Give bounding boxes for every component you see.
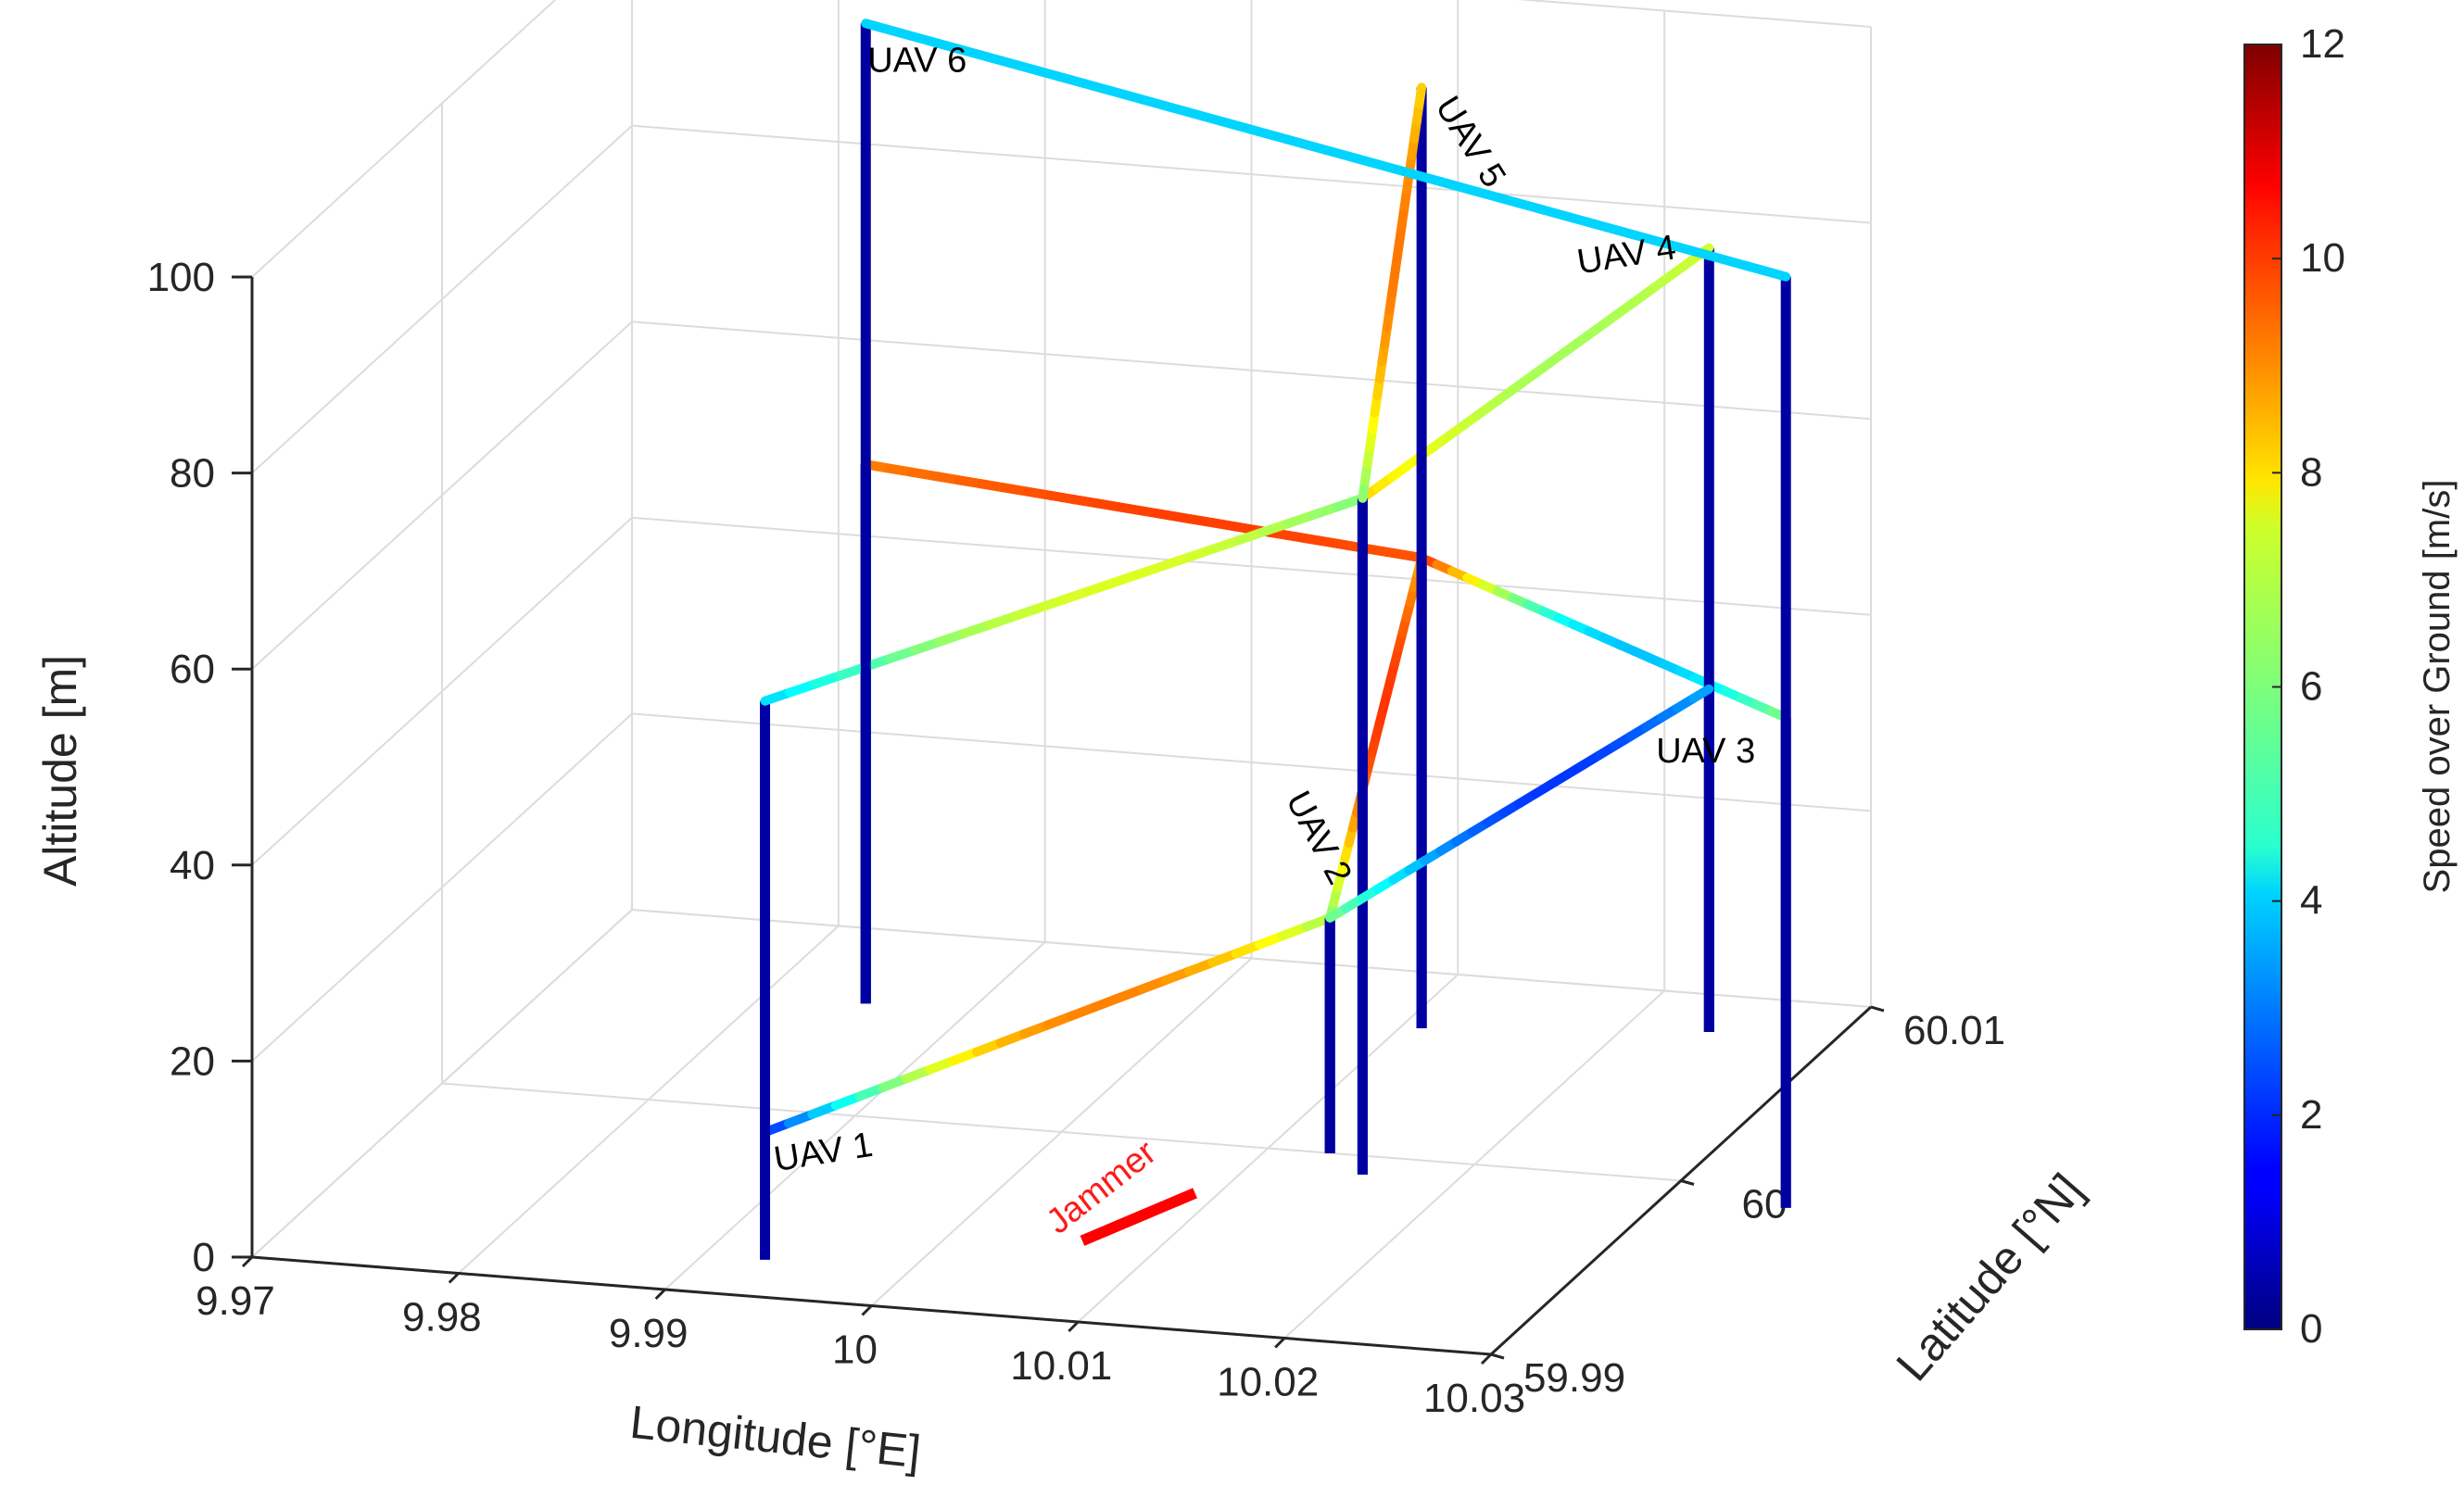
jammer-marker: [1080, 1188, 1197, 1246]
x-tick-mark: [1274, 1337, 1286, 1349]
z-tick-label: 40: [170, 843, 215, 888]
back-wall-grid-line: [631, 909, 1872, 1008]
trajectory-segment: [1742, 261, 1791, 282]
trajectory-segment: [1283, 134, 1331, 155]
x-tick-label: 10.01: [1010, 1343, 1112, 1389]
trajectory-segment: [1435, 177, 1485, 197]
z-tick-label: 20: [170, 1038, 215, 1084]
back-wall-grid-line: [631, 516, 1872, 616]
x-tick-label: 9.98: [402, 1295, 482, 1340]
side-wall-grid-line: [251, 124, 633, 474]
colorbar-tick-label: 8: [2300, 449, 2322, 495]
uav4-label: UAV 4: [1574, 228, 1678, 282]
side-wall-grid-line: [251, 712, 633, 1063]
jammer-label: Jammer: [1040, 1133, 1164, 1242]
x-tick-mark: [448, 1272, 460, 1284]
trajectory-segment: [1014, 60, 1063, 82]
colorbar-tick-label: 6: [2300, 664, 2322, 710]
trajectory-segment: [1666, 240, 1714, 260]
trajectory-segment: [1414, 82, 1427, 109]
colorbar-tick-label: 2: [2300, 1092, 2322, 1138]
x-axis-label: Longitude [°E]: [627, 1396, 923, 1479]
side-wall-grid-line: [251, 0, 557, 278]
x-tick-mark: [1480, 1353, 1493, 1365]
trajectory-segment: [1474, 187, 1523, 208]
colorbar-tick-label: 0: [2300, 1306, 2322, 1352]
y-axis-label: Latitude [°N]: [1887, 1164, 2093, 1390]
x-tick-mark: [1068, 1320, 1080, 1333]
y-tick-label: 60: [1742, 1182, 1788, 1227]
trajectory-segment: [1206, 113, 1254, 134]
colorbar-tick-label: 12: [2300, 21, 2345, 67]
x-tick-mark: [654, 1288, 666, 1301]
z-axis-label: Altitude [m]: [34, 655, 86, 887]
colorbar-tick-label: 10: [2300, 235, 2345, 281]
trajectory-segment: [937, 40, 986, 60]
trajectory-segment: [1244, 124, 1293, 145]
grid-lines: [251, 0, 1872, 1355]
trajectory-segment: [1129, 92, 1178, 113]
uav1-label: UAV 1: [771, 1126, 875, 1179]
x-tick-label: 9.99: [609, 1311, 689, 1356]
x-tick-mark: [241, 1255, 254, 1268]
x-tick-label: 10.02: [1217, 1360, 1319, 1405]
x-tick-label: 10.03: [1423, 1376, 1525, 1421]
colorbar-ticks: 0 2 4 6 8 10 12: [2272, 21, 2345, 1352]
uav6-label: UAV 6: [867, 41, 967, 80]
trajectory-segment: [1512, 197, 1561, 219]
y-tick-mark: [1490, 1353, 1505, 1360]
z-tick-label: 0: [193, 1235, 215, 1280]
series-uav-5: [1357, 82, 1427, 1175]
trajectory-segment: [1550, 208, 1599, 229]
trajectory-segment: [861, 19, 909, 39]
trajectory-segment: [1688, 684, 1714, 703]
trajectory-segment: [1627, 230, 1676, 250]
back-wall-grid-line: [631, 124, 1872, 224]
back-wall-grid-line: [1516, 0, 1872, 28]
trajectory-segment: [899, 29, 947, 50]
trajectory-layer: [760, 19, 1791, 1260]
z-tick-label: 80: [170, 451, 215, 497]
trajectory-segment: [1168, 103, 1216, 123]
uav3-label: UAV 3: [1656, 732, 1755, 771]
z-tick-label: 100: [147, 255, 215, 300]
back-wall-grid-line: [631, 712, 1872, 812]
series-uav-4: [760, 243, 1714, 1260]
x-tick-label: 10: [832, 1328, 878, 1373]
side-wall-grid-line: [251, 321, 633, 670]
trajectory-segment: [1589, 219, 1637, 240]
y-tick-label: 60.01: [1903, 1008, 2005, 1053]
y-tick-label: 59.99: [1523, 1355, 1625, 1401]
trajectory-segment: [1091, 82, 1139, 102]
colorbar-tick-label: 4: [2300, 878, 2322, 924]
z-tick-label: 60: [170, 647, 215, 692]
floor-grid-line: [441, 1082, 1682, 1182]
x-tick-mark: [861, 1304, 873, 1316]
trajectory-segment: [1704, 250, 1752, 271]
side-wall-grid-line: [251, 909, 633, 1258]
trajectory-segment: [976, 50, 1024, 70]
trajectory-segment: [1359, 156, 1408, 176]
y-tick-mark: [1680, 1179, 1695, 1186]
colorbar-label: Speed over Ground [m/s]: [2417, 480, 2458, 894]
trajectory-segment: [1397, 166, 1446, 187]
side-wall-grid-line: [251, 517, 633, 866]
series-uav-6: [860, 19, 1791, 1208]
trajectory-segment: [1053, 71, 1101, 92]
series-uav-7: [1324, 684, 1714, 1153]
y-tick-mark: [1870, 1005, 1885, 1013]
x-tick-label: 9.97: [196, 1278, 275, 1324]
trajectory-segment: [1320, 145, 1370, 166]
back-wall-grid-line: [631, 321, 1872, 421]
